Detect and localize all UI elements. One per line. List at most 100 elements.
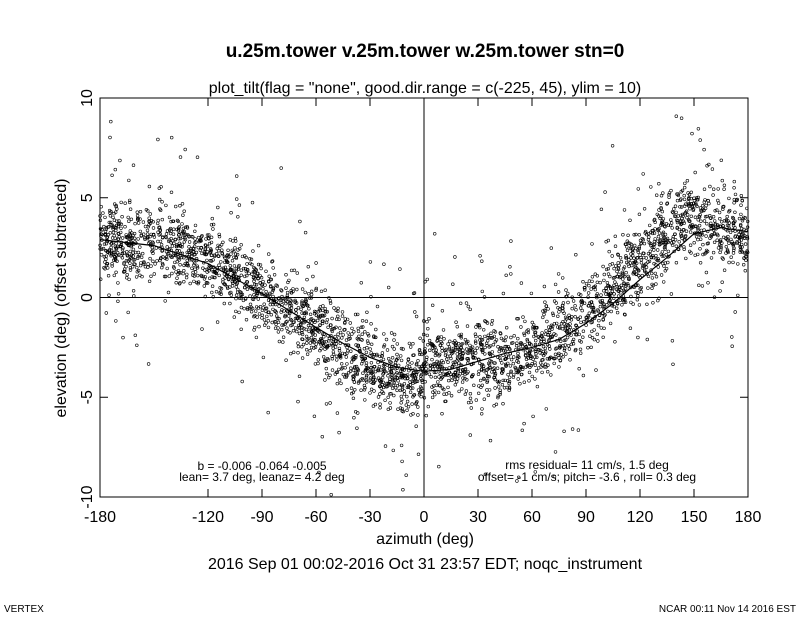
scatter-point [744, 251, 748, 256]
scatter-point [621, 277, 625, 281]
scatter-point [706, 241, 710, 245]
scatter-point [430, 343, 434, 348]
scatter-point [175, 276, 179, 280]
scatter-point [392, 332, 397, 337]
scatter-point [125, 252, 129, 257]
scatter-point [354, 356, 358, 360]
scatter-point [696, 127, 701, 131]
footer-left-label: VERTEX [4, 604, 44, 615]
scatter-point [180, 222, 184, 226]
scatter-point [437, 464, 441, 469]
scatter-point [360, 362, 364, 366]
scatter-point [445, 357, 449, 361]
scatter-point [122, 261, 126, 265]
scatter-point [491, 343, 496, 347]
scatter-point [480, 407, 484, 411]
scatter-point [440, 375, 445, 379]
scatter-point [226, 260, 230, 264]
scatter-point [338, 354, 343, 358]
scatter-point [170, 255, 175, 259]
scatter-point [730, 335, 734, 339]
scatter-point [296, 341, 300, 345]
scatter-point [229, 293, 234, 297]
scatter-point [639, 241, 644, 245]
scatter-point [634, 246, 638, 251]
scatter-point [364, 375, 369, 379]
scatter-point [532, 326, 537, 330]
scatter-point [545, 357, 550, 361]
scatter-point [378, 406, 382, 410]
scatter-point [688, 243, 693, 247]
scatter-point [281, 323, 286, 327]
scatter-point [460, 387, 464, 391]
scatter-point [125, 273, 129, 277]
scatter-point [465, 324, 470, 328]
scatter-point [577, 292, 581, 296]
scatter-point [564, 317, 569, 321]
scatter-point [636, 291, 640, 295]
scatter-point [706, 281, 710, 285]
scatter-point [296, 344, 301, 349]
scatter-point [109, 210, 113, 214]
scatter-point [613, 234, 617, 239]
scatter-point [614, 282, 618, 286]
scatter-point [585, 318, 589, 322]
scatter-point [562, 429, 566, 433]
scatter-point [190, 234, 194, 239]
scatter-point [234, 309, 238, 314]
scatter-point [497, 385, 501, 389]
scatter-point [395, 376, 399, 380]
scatter-point [526, 330, 530, 335]
scatter-point [722, 219, 727, 223]
scatter-point [608, 274, 612, 279]
scatter-point [145, 236, 149, 241]
scatter-point [167, 251, 171, 256]
scatter-point [732, 241, 736, 246]
scatter-point [110, 264, 114, 268]
scatter-point [182, 280, 186, 284]
scatter-point [623, 313, 627, 317]
scatter-point [216, 243, 220, 248]
scatter-point [345, 317, 350, 322]
scatter-point [228, 285, 232, 289]
scatter-point [474, 398, 478, 402]
scatter-point [297, 331, 302, 336]
scatter-point [392, 347, 396, 351]
scatter-point [509, 335, 513, 340]
scatter-point [619, 283, 624, 287]
scatter-point [320, 313, 324, 317]
scatter-point [516, 475, 521, 479]
scatter-point [364, 378, 368, 383]
scatter-point [656, 258, 661, 263]
scatter-point [477, 324, 481, 328]
scatter-point [314, 310, 318, 314]
scatter-point [659, 252, 663, 257]
scatter-point [264, 269, 268, 273]
scatter-point [271, 286, 276, 291]
scatter-point [543, 309, 547, 313]
scatter-point [433, 362, 437, 366]
scatter-point [355, 367, 359, 372]
scatter-point [399, 354, 403, 358]
scatter-point [543, 300, 547, 304]
scatter-point [241, 298, 246, 303]
scatter-point [586, 304, 590, 308]
scatter-point [211, 258, 215, 262]
scatter-point [268, 299, 273, 303]
scatter-point [689, 223, 693, 228]
scatter-point [253, 313, 257, 318]
scatter-point [437, 375, 441, 379]
scatter-point [329, 493, 333, 497]
scatter-point [386, 374, 390, 378]
scatter-point [459, 336, 463, 340]
scatter-point [210, 275, 215, 279]
scatter-point [262, 302, 266, 306]
scatter-point [238, 290, 242, 294]
scatter-point [602, 278, 606, 283]
scatter-point [243, 285, 247, 290]
scatter-point [541, 309, 545, 313]
scatter-point [639, 242, 643, 246]
scatter-point [175, 227, 179, 232]
scatter-point [564, 352, 568, 356]
y-tick-label: -5 [79, 390, 96, 404]
